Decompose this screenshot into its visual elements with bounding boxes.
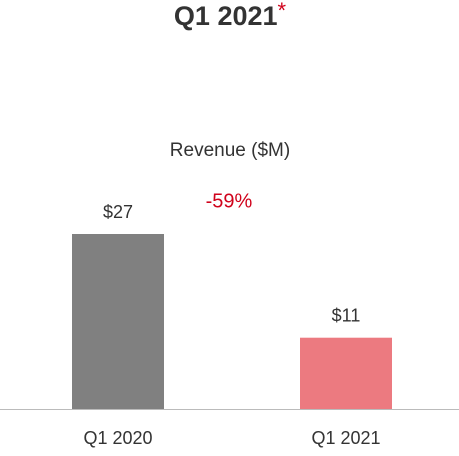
annotation: -59% xyxy=(206,190,253,212)
chart-title: Q1 2021* xyxy=(174,0,287,31)
value-label: $11 xyxy=(332,305,361,325)
x-tick-label: Q1 2021 xyxy=(311,428,380,448)
value-label: $27 xyxy=(103,202,133,222)
title-note: * xyxy=(278,0,287,23)
chart-subtitle: Revenue ($M) xyxy=(170,140,290,161)
bar xyxy=(72,234,164,409)
x-tick-label: Q1 2020 xyxy=(83,428,152,448)
title-text: Q1 2021 xyxy=(174,1,278,31)
bar xyxy=(300,337,392,409)
